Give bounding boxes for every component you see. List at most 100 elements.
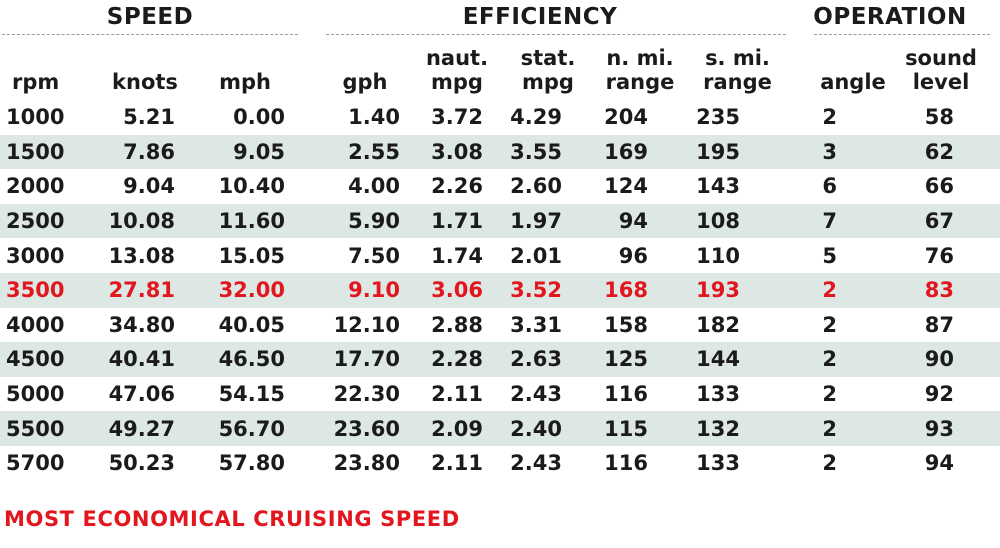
table-row: 5500 49.27 56.70 23.60 2.09 2.40 115 132 2 93 (0, 411, 1000, 446)
col-header-mph: mph (205, 38, 285, 94)
cell-gph: 4.00 (348, 174, 400, 199)
cell-rpm: 2500 (0, 203, 80, 239)
cell-n-mi-range: 124 (604, 174, 648, 199)
cell-sound-level: 58 (924, 105, 954, 130)
col-header-rpm: rpm (12, 38, 72, 94)
cell-naut-mpg: 2.09 (400, 411, 488, 446)
col-header-stat-mpg-line1: stat. (520, 46, 576, 70)
cell-rpm: 1000 (6, 105, 65, 130)
cell-rpm: 5700 (6, 451, 65, 476)
cell-angle: 2 (822, 382, 837, 407)
cell-knots: 49.27 (80, 411, 175, 446)
cell-knots: 10.08 (80, 203, 175, 239)
cell-n-mi-range: 125 (578, 342, 670, 377)
cell-sound-level: 92 (924, 382, 954, 407)
efficiency-group-header: EFFICIENCY (462, 4, 618, 30)
speed-group-header: SPEED (106, 4, 194, 30)
cell-knots: 27.81 (80, 272, 175, 308)
table-row: 4500 40.41 46.50 17.70 2.28 2.63 125 144 2 90 (0, 342, 1000, 377)
cell-knots: 5.21 (123, 105, 175, 130)
table-row: 1000 5.21 0.00 1.40 3.72 4.29 204 235 2 58 (0, 100, 1000, 135)
cell-mph: 46.50 (175, 342, 285, 377)
cell-mph: 32.00 (175, 272, 285, 308)
cell-gph: 12.10 (333, 312, 400, 337)
cell-angle: 2 (765, 411, 870, 446)
cell-n-mi-range: 168 (578, 272, 670, 308)
col-header-gph: gph (330, 38, 400, 94)
cell-naut-mpg: 3.72 (431, 105, 483, 130)
table-row: 2000 9.04 10.40 4.00 2.26 2.60 124 143 6 66 (0, 169, 1000, 204)
cell-stat-mpg: 2.60 (510, 174, 562, 199)
cell-stat-mpg: 2.63 (488, 342, 578, 377)
cell-mph: 54.15 (218, 382, 285, 407)
col-header-sound-level: sound level (898, 38, 984, 94)
operation-group-header: OPERATION (813, 4, 967, 30)
table-row: 5700 50.23 57.80 23.80 2.11 2.43 116 133 2 94 (0, 446, 1000, 481)
cell-gph: 23.60 (285, 411, 400, 446)
col-header-s-mi-range: s. mi. range (690, 38, 785, 94)
cell-s-mi-range: 108 (670, 203, 765, 239)
cell-knots: 40.41 (80, 342, 175, 377)
cell-angle: 3 (765, 134, 870, 170)
col-header-stat-mpg: stat. mpg (503, 38, 593, 94)
cell-n-mi-range: 158 (604, 312, 648, 337)
cell-knots: 9.04 (123, 174, 175, 199)
cell-s-mi-range: 193 (670, 272, 765, 308)
table-row: 3000 13.08 15.05 7.50 1.74 2.01 96 110 5 76 (0, 238, 1000, 273)
cell-naut-mpg: 2.88 (431, 312, 483, 337)
cell-s-mi-range: 235 (696, 105, 740, 130)
cell-angle: 2 (822, 105, 837, 130)
cell-gph: 17.70 (285, 342, 400, 377)
cell-sound-level: 87 (924, 312, 954, 337)
cell-stat-mpg: 3.52 (488, 272, 578, 308)
cell-s-mi-range: 143 (696, 174, 740, 199)
cell-s-mi-range: 144 (670, 342, 765, 377)
table-row: 5000 47.06 54.15 22.30 2.11 2.43 116 133 2 92 (0, 377, 1000, 412)
cell-mph: 57.80 (218, 451, 285, 476)
cell-n-mi-range: 96 (618, 243, 648, 268)
col-header-mph-line1: mph (219, 70, 271, 94)
cell-stat-mpg: 2.01 (510, 243, 562, 268)
footnote-economical-cruising-speed: MOST ECONOMICAL CRUISING SPEED (4, 507, 460, 531)
table-row: 1500 7.86 9.05 2.55 3.08 3.55 169 195 3 62 (0, 134, 1000, 170)
cell-n-mi-range: 116 (604, 451, 648, 476)
col-header-naut-mpg: naut. mpg (412, 38, 502, 94)
col-header-naut-mpg-line2: mpg (431, 70, 483, 94)
cell-n-mi-range: 115 (578, 411, 670, 446)
col-header-angle: angle (812, 38, 894, 94)
cell-s-mi-range: 133 (696, 382, 740, 407)
cell-rpm: 3000 (6, 243, 65, 268)
cell-knots: 13.08 (108, 243, 175, 268)
table-body: 1000 5.21 0.00 1.40 3.72 4.29 204 235 2 58 1500 7.8… (0, 100, 1000, 481)
cell-knots: 50.23 (108, 451, 175, 476)
cell-mph: 9.05 (175, 134, 285, 170)
cell-s-mi-range: 133 (696, 451, 740, 476)
cell-gph: 7.50 (348, 243, 400, 268)
cell-angle: 2 (822, 312, 837, 337)
cell-naut-mpg: 1.74 (431, 243, 483, 268)
cell-rpm: 4000 (6, 312, 65, 337)
cell-rpm: 1500 (0, 134, 80, 170)
cell-mph: 11.60 (175, 203, 285, 239)
cell-stat-mpg: 3.31 (510, 312, 562, 337)
cell-angle: 2 (765, 342, 870, 377)
cell-sound-level: 76 (924, 243, 954, 268)
col-header-s-mi-range-line2: range (703, 70, 772, 94)
cell-rpm: 2000 (6, 174, 65, 199)
speed-group-divider (2, 34, 298, 35)
cell-angle: 7 (765, 203, 870, 239)
cell-stat-mpg: 2.43 (510, 382, 562, 407)
table-row: 4000 34.80 40.05 12.10 2.88 3.31 158 182 2 87 (0, 308, 1000, 343)
operation-group-divider (814, 34, 990, 35)
cell-mph: 0.00 (233, 105, 285, 130)
col-header-knots: knots (100, 38, 190, 94)
cell-stat-mpg: 3.55 (488, 134, 578, 170)
col-header-n-mi-range-line2: range (605, 70, 675, 94)
cell-sound-level: 62 (870, 134, 1000, 170)
cell-angle: 2 (822, 451, 837, 476)
cell-gph: 5.90 (285, 203, 400, 239)
cell-knots: 7.86 (80, 134, 175, 170)
cell-rpm: 4500 (0, 342, 80, 377)
col-header-sound-level-line1: sound (905, 46, 977, 70)
cell-n-mi-range: 169 (578, 134, 670, 170)
